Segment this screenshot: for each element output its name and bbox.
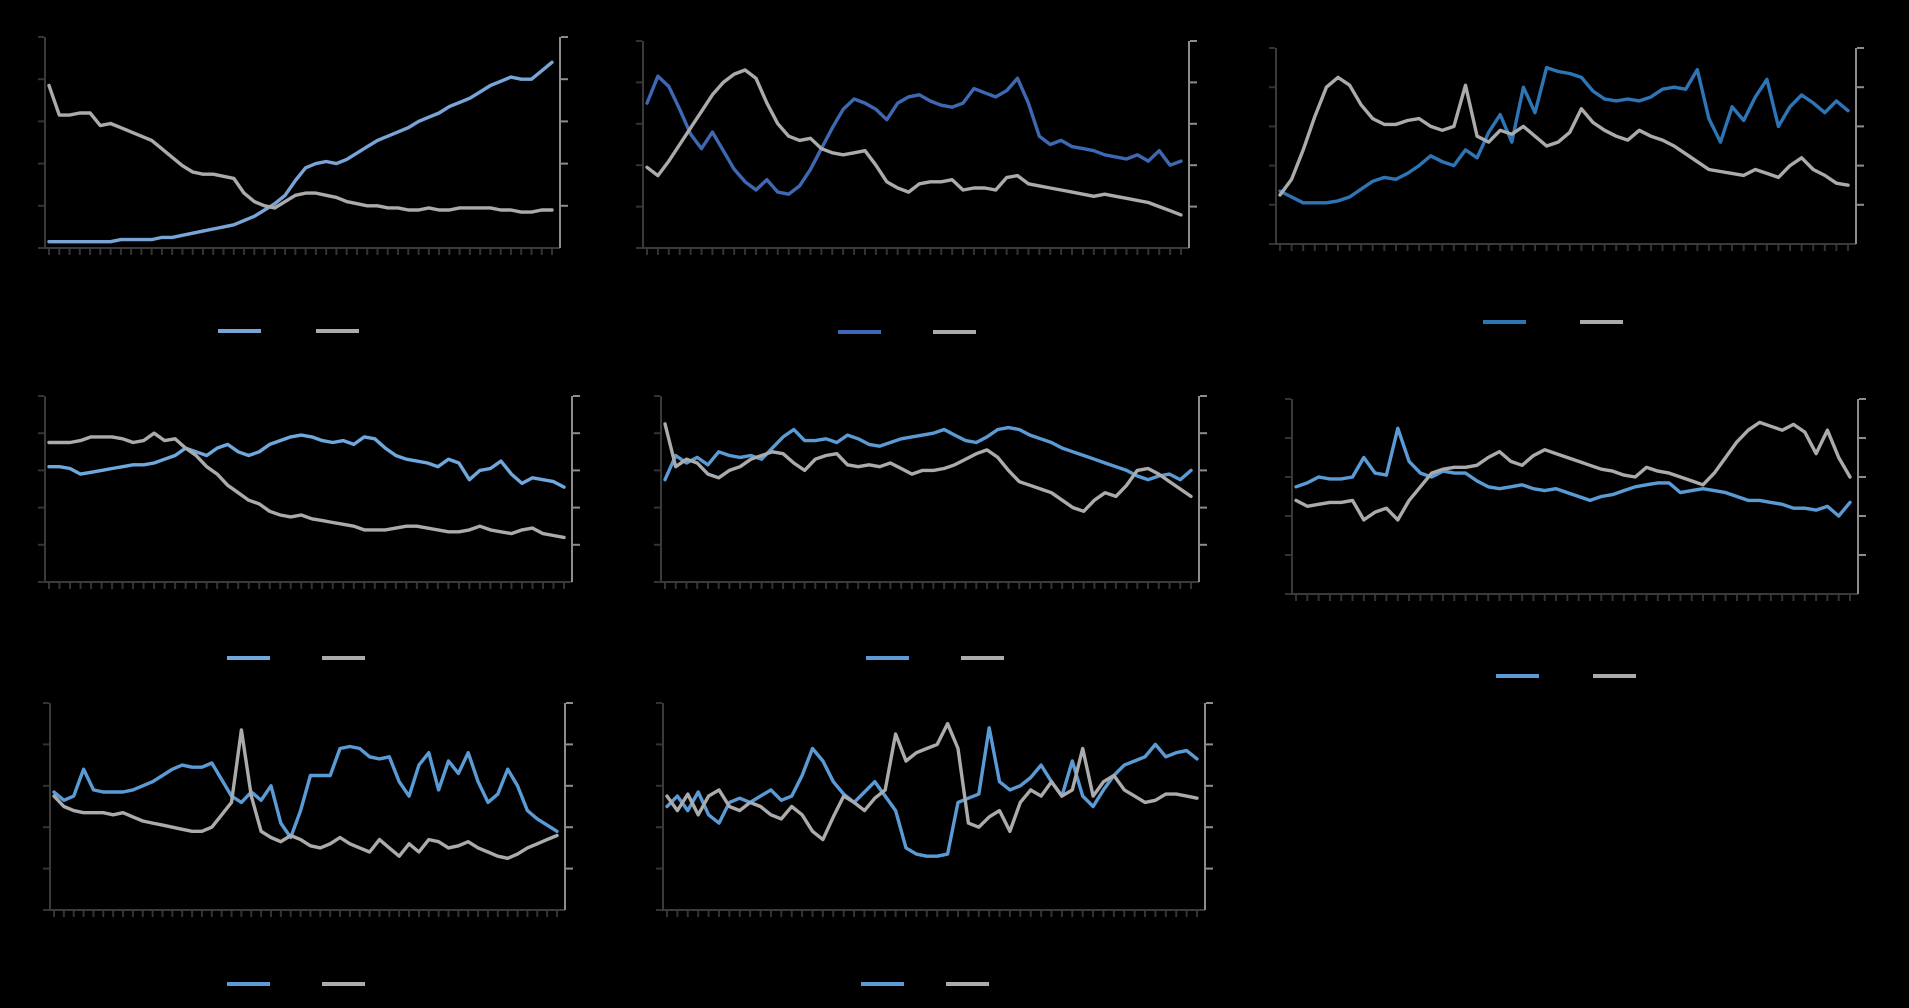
blue-series-line	[1294, 426, 1852, 518]
line-chart-chart-7	[43, 702, 573, 986]
gray-series-line	[1278, 75, 1850, 197]
blue-series-line	[52, 744, 559, 840]
line-chart-chart-6	[1285, 398, 1866, 678]
line-chart-chart-5	[654, 395, 1207, 660]
blue-series-line	[645, 74, 1183, 196]
blue-series-line	[665, 726, 1199, 858]
blue-series-line	[1278, 65, 1850, 205]
blue-series-line	[663, 425, 1193, 482]
line-chart-chart-8	[656, 702, 1213, 986]
line-chart-chart-1	[38, 36, 568, 333]
gray-series-line	[663, 422, 1193, 513]
gray-series-line	[665, 722, 1199, 842]
gray-series-line	[645, 68, 1183, 217]
blue-series-line	[47, 60, 554, 244]
gray-series-line	[1294, 420, 1852, 522]
line-chart-chart-4	[38, 395, 580, 660]
blue-series-line	[47, 433, 566, 489]
line-chart-chart-2	[636, 40, 1197, 334]
gray-series-line	[47, 431, 566, 540]
gray-series-line	[47, 83, 554, 214]
gray-series-line	[52, 728, 559, 860]
line-chart-chart-3	[1269, 47, 1864, 324]
